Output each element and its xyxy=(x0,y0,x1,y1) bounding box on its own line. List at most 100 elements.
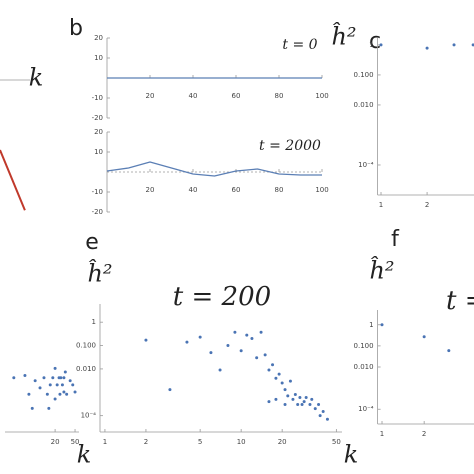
data-point xyxy=(62,376,66,380)
data-point xyxy=(274,376,278,380)
data-point xyxy=(259,330,263,334)
data-point xyxy=(144,338,148,342)
data-point xyxy=(55,383,59,387)
data-point xyxy=(250,337,254,341)
y-tick-label: 20 xyxy=(94,34,103,42)
x-tick-label: 1 xyxy=(380,430,384,438)
data-point xyxy=(293,393,297,397)
data-point xyxy=(48,383,52,387)
y-tick-label: 10⁻⁴ xyxy=(81,412,97,420)
data-point xyxy=(185,340,189,344)
x-tick-label: 40 xyxy=(189,186,198,194)
data-point xyxy=(263,353,267,357)
x-tick-label: 80 xyxy=(275,186,284,194)
y-tick-label: 0.010 xyxy=(354,101,374,109)
y-label: ĥ² xyxy=(87,259,112,288)
data-point xyxy=(318,414,322,418)
x-tick-label: 80 xyxy=(275,92,284,100)
data-point xyxy=(65,392,69,396)
x-label: k xyxy=(344,441,359,469)
data-point xyxy=(45,392,49,396)
data-point xyxy=(291,397,295,401)
data-line xyxy=(106,161,322,177)
x-tick-label: 100 xyxy=(315,92,328,100)
data-point xyxy=(71,383,75,387)
x-tick-label: 50 xyxy=(71,438,80,446)
data-point xyxy=(23,373,27,377)
x-tick-label: 2 xyxy=(144,438,148,446)
annotation: t = 0 xyxy=(282,37,317,53)
data-point xyxy=(321,410,325,414)
data-point xyxy=(51,376,55,380)
data-point xyxy=(296,403,300,407)
data-point xyxy=(53,397,57,401)
data-point xyxy=(288,379,292,383)
x-tick-label: 20 xyxy=(146,92,155,100)
y-tick-label: 10⁻⁴ xyxy=(358,161,374,169)
data-point xyxy=(447,349,451,353)
x-tick-label: 100 xyxy=(315,186,328,194)
y-tick-label: 0.010 xyxy=(354,363,374,371)
y-tick-label: 0.100 xyxy=(76,342,96,350)
panel-letter: b xyxy=(69,16,83,41)
data-point xyxy=(380,323,384,327)
data-point xyxy=(425,46,429,50)
data-point xyxy=(209,351,213,355)
x-label: k xyxy=(77,441,92,469)
annotation: t = 200 xyxy=(173,282,271,312)
data-point xyxy=(59,376,63,380)
x-tick-label: 10 xyxy=(237,438,246,446)
data-point xyxy=(317,403,321,407)
data-point xyxy=(33,379,37,383)
data-point xyxy=(274,397,278,401)
data-point xyxy=(422,335,426,339)
x-tick-label: 1 xyxy=(103,438,107,446)
x-tick-label: 50 xyxy=(332,438,341,446)
data-point xyxy=(73,390,77,394)
data-point xyxy=(245,333,249,337)
data-point xyxy=(30,406,34,410)
data-point xyxy=(471,43,474,47)
panel-letter: c xyxy=(369,29,381,54)
data-point xyxy=(298,395,302,399)
data-point xyxy=(218,368,222,372)
x-tick-label: 40 xyxy=(189,92,198,100)
data-point xyxy=(286,394,290,398)
data-point xyxy=(310,397,314,401)
data-point xyxy=(277,372,281,376)
y-tick-label: 1 xyxy=(369,321,373,329)
data-point xyxy=(60,383,64,387)
data-point xyxy=(267,368,271,372)
data-point xyxy=(47,406,51,410)
y-tick-label: -20 xyxy=(92,208,103,216)
data-point xyxy=(267,400,271,404)
x-tick-label: 20 xyxy=(278,438,287,446)
data-point xyxy=(271,363,275,367)
x-tick-label: 1 xyxy=(379,201,383,209)
data-point xyxy=(280,381,284,385)
y-tick-label: 0.010 xyxy=(76,365,96,373)
y-tick-label: 20 xyxy=(94,128,103,136)
data-point xyxy=(198,335,202,339)
panel-letter: e xyxy=(85,230,99,255)
y-tick-label: 0.100 xyxy=(354,71,374,79)
x-tick-label: 60 xyxy=(232,92,241,100)
data-point xyxy=(226,344,230,348)
data-point xyxy=(53,366,57,370)
y-label: ĥ² xyxy=(331,22,356,51)
data-point xyxy=(313,407,317,411)
data-point xyxy=(308,403,312,407)
data-point xyxy=(304,395,308,399)
data-point xyxy=(38,386,42,390)
x-tick-label: 20 xyxy=(146,186,155,194)
x-tick-label: 5 xyxy=(198,438,202,446)
y-tick-label: 10 xyxy=(94,54,103,62)
y-tick-label: 1 xyxy=(92,318,96,326)
data-point xyxy=(283,403,287,407)
data-point xyxy=(62,390,66,394)
x-tick-label: 2 xyxy=(425,201,429,209)
y-tick-label: 0.100 xyxy=(354,342,374,350)
data-point xyxy=(283,388,287,392)
data-point xyxy=(300,403,304,407)
